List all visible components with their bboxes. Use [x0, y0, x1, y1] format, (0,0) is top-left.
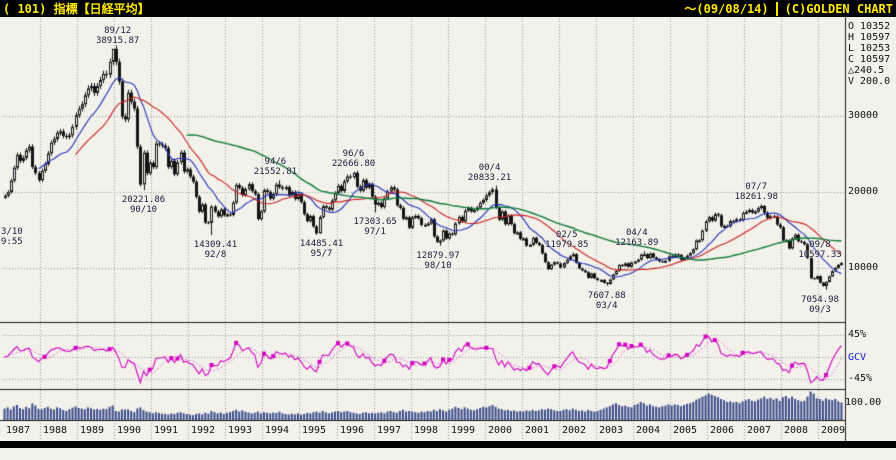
bottom-bar: [0, 441, 896, 448]
quote-open: O 10352: [848, 21, 891, 32]
price-annotation: 20221.86 90/10: [121, 195, 166, 216]
copyright-label: (C)GOLDEN CHART: [775, 1, 893, 16]
price-annotation: 17303.65 97/1: [353, 217, 397, 238]
price-tick-label: 10000: [848, 261, 879, 273]
year-label: 2000: [488, 425, 513, 436]
quote-low: L 10253: [848, 43, 891, 54]
year-label: 1996: [340, 425, 365, 436]
year-label: 1989: [80, 425, 105, 436]
price-annotation: 89/12 38915.87: [95, 25, 140, 46]
year-label: 2008: [784, 425, 809, 436]
quote-change: △240.5: [848, 65, 885, 76]
year-label: 1999: [451, 425, 476, 436]
oscillator-upper-label: 45%: [848, 329, 867, 340]
left-edge-label-line2: 9:55: [1, 237, 23, 247]
year-label: 2003: [599, 425, 624, 436]
year-label: 2006: [710, 425, 735, 436]
price-annotation: 94/6 21552.81: [253, 157, 298, 178]
price-annotation: 07/7 18261.98: [734, 182, 778, 203]
year-label: 2002: [562, 425, 587, 436]
year-label: 1992: [191, 425, 216, 436]
year-label: 1994: [265, 425, 290, 436]
quote-panel: O 10352 H 10597 L 10253 C 10597 △240.5 V…: [848, 21, 890, 87]
year-label: 1998: [414, 425, 439, 436]
year-label: 2005: [673, 425, 698, 436]
left-edge-label-line1: 3/10: [1, 227, 23, 237]
year-label: 1993: [228, 425, 253, 436]
chart-title: ( 101) 指標【日経平均】: [3, 2, 150, 16]
quote-volume: V 200.0: [848, 76, 891, 87]
price-annotation: 00/4 20833.21: [467, 162, 512, 183]
year-label: 1990: [117, 425, 142, 436]
year-label: 2001: [525, 425, 550, 436]
year-label: 1997: [377, 425, 402, 436]
price-tick-label: 20000: [848, 185, 879, 197]
oscillator-lower-label: -45%: [848, 373, 873, 384]
price-annotation: 7054.98 09/3: [801, 294, 839, 315]
volume-scale-label: 100.00: [845, 397, 882, 408]
price-annotation: 7607.88 03/4: [587, 290, 626, 311]
date-range-label: ～(09/08/14): [684, 2, 769, 16]
oscillator-gcv-label: GCV: [848, 352, 867, 363]
price-annotation: 12879.97 98/10: [416, 250, 460, 271]
price-annotation: 04/4 12163.89: [615, 228, 659, 249]
year-label: 2009: [821, 425, 846, 436]
price-annotation: 09/8 10597.33: [798, 240, 842, 261]
quote-high: H 10597: [848, 32, 891, 43]
title-bar-right: ～(09/08/14) (C)GOLDEN CHART: [684, 0, 893, 17]
year-label: 1991: [154, 425, 179, 436]
price-tick-label: 30000: [848, 110, 879, 122]
price-annotation: 96/6 22666.80: [331, 148, 376, 169]
year-label: 2004: [636, 425, 661, 436]
price-annotation: 14485.41 95/7: [299, 238, 344, 259]
left-edge-label: 3/10 9:55: [1, 227, 23, 247]
title-bar: ( 101) 指標【日経平均】 ～(09/08/14) (C)GOLDEN CH…: [0, 0, 896, 17]
year-label: 1987: [6, 425, 31, 436]
year-label: 1995: [302, 425, 327, 436]
year-label: 1988: [43, 425, 68, 436]
price-annotation: 02/5 11979.85: [545, 229, 589, 250]
year-label: 2007: [747, 425, 772, 436]
price-annotation: 14309.41 92/8: [193, 239, 238, 260]
quote-close: C 10597: [848, 54, 891, 65]
